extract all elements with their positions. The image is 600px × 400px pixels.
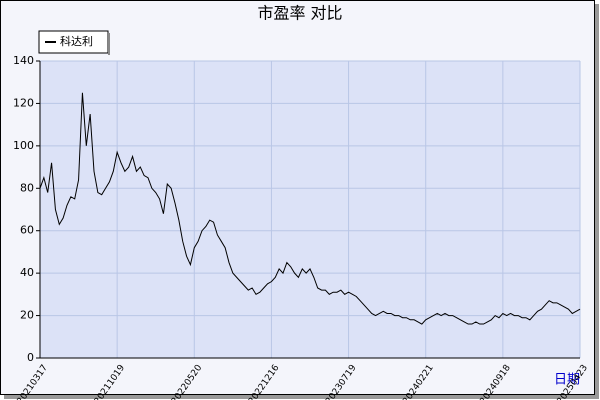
chart-title: 市盈率 对比 bbox=[257, 4, 342, 23]
shadow bbox=[4, 395, 599, 399]
shadow bbox=[595, 4, 599, 399]
y-tick-label: 100 bbox=[13, 139, 34, 152]
y-tick-label: 0 bbox=[27, 351, 34, 364]
x-axis-label: 日期 bbox=[554, 373, 580, 388]
y-tick-label: 140 bbox=[13, 54, 34, 67]
y-tick-label: 60 bbox=[20, 224, 34, 237]
y-tick-label: 120 bbox=[13, 96, 34, 109]
plot-area bbox=[40, 61, 580, 358]
y-tick-label: 80 bbox=[20, 181, 34, 194]
series-line bbox=[39, 92, 581, 325]
y-tick-label: 20 bbox=[20, 309, 34, 322]
legend-shadow bbox=[108, 33, 110, 55]
legend-label: 科达利 bbox=[60, 34, 93, 48]
y-tick-label: 40 bbox=[20, 266, 34, 279]
